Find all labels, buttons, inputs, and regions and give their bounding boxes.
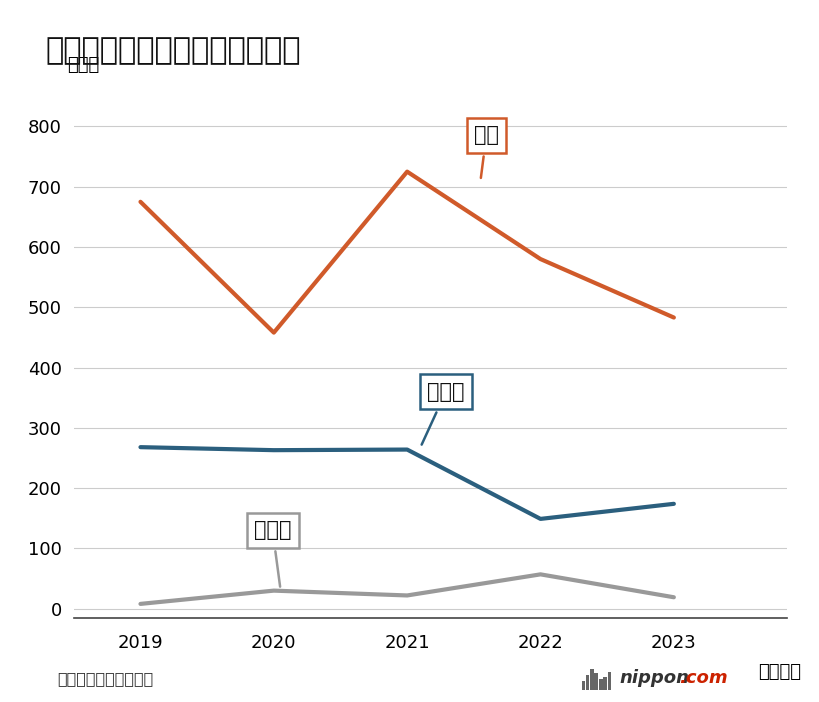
Bar <box>589 668 593 690</box>
Text: （年度）: （年度） <box>758 663 800 681</box>
Text: その他: その他 <box>254 520 291 587</box>
Text: （回）: （回） <box>66 55 99 74</box>
Bar <box>607 672 611 690</box>
Bar <box>581 681 584 690</box>
Text: 出所：防衛省発表資料: 出所：防衛省発表資料 <box>57 672 153 687</box>
Bar <box>594 673 597 690</box>
Bar <box>598 679 602 690</box>
Bar <box>585 675 588 690</box>
Text: nippon: nippon <box>618 669 688 687</box>
Bar <box>603 677 606 690</box>
Text: ロシア: ロシア <box>421 382 464 444</box>
Text: 国・地域別緊急発進回数の推移: 国・地域別緊急発進回数の推移 <box>45 37 301 65</box>
Text: 中国: 中国 <box>473 126 498 178</box>
Text: .com: .com <box>678 669 726 687</box>
